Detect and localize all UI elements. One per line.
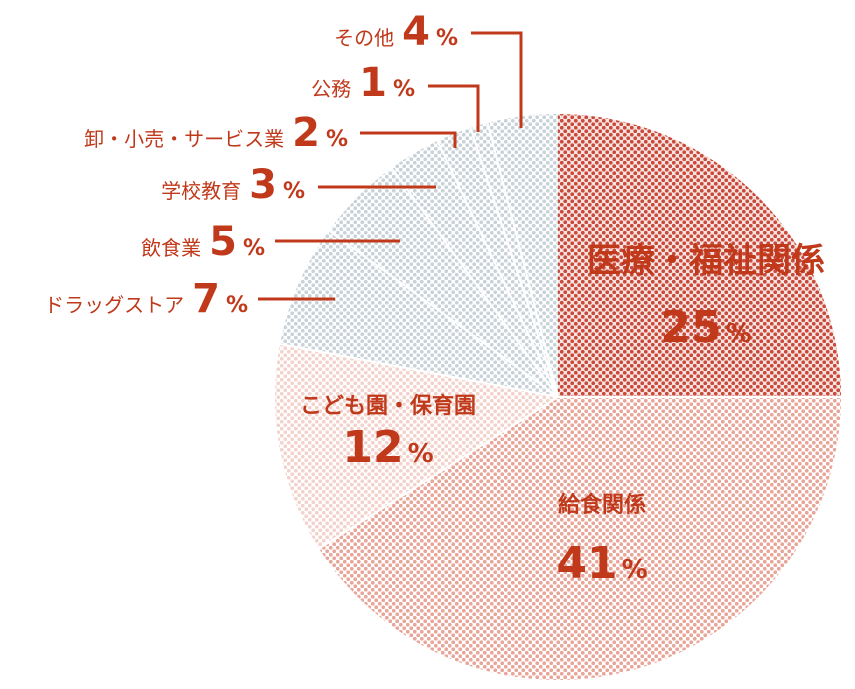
slice-label: 卸・小売・サービス業 2%: [84, 110, 348, 156]
pie-slices: [275, 114, 842, 680]
slice-separator: [318, 396, 559, 550]
slice-label-value: 41%: [556, 538, 647, 589]
slice-label: 公務 1%: [311, 60, 415, 106]
slice-label-name: 給食関係: [558, 492, 646, 518]
slice-label: 給食関係 41%: [556, 492, 647, 589]
slice-separator: [390, 167, 559, 398]
slice-label-name: 医療・福祉関係: [587, 241, 825, 281]
pie-slice: [280, 230, 558, 397]
slice-label-text: 卸・小売・サービス業 2%: [84, 110, 348, 156]
pie-slice: [329, 168, 558, 397]
pie-slice: [319, 397, 842, 680]
slice-label-value: 25%: [660, 302, 751, 353]
leader-line: [471, 31, 523, 128]
slice-separator: [486, 122, 559, 398]
slice-label-text: 飲食業 5%: [141, 219, 265, 265]
pie-slice: [558, 114, 841, 397]
slice-separator: [436, 140, 559, 398]
pie-slice: [437, 127, 558, 397]
slice-label-value: 12%: [342, 422, 433, 473]
slice-label-text: その他 4%: [334, 9, 458, 55]
pie-slice: [391, 140, 558, 397]
slice-label: こども園・保育園 12%: [300, 393, 476, 473]
slice-separator: [279, 342, 559, 398]
slice-label-text: 学校教育 3%: [161, 162, 305, 208]
slice-label: 学校教育 3%: [161, 162, 305, 208]
slice-separator: [469, 127, 559, 398]
leader-line: [360, 131, 457, 148]
slice-label: 医療・福祉関係 25%: [587, 241, 825, 353]
slice-label-name: こども園・保育園: [300, 393, 476, 419]
slice-label-text: 公務 1%: [311, 60, 415, 106]
slice-label-text: ドラッグストア 7%: [44, 276, 248, 322]
slice-labels: 医療・福祉関係 25 % 給食関係 41 % こども園・保育園 12 % ドラッグストア 7 % 飲食業…: [44, 9, 825, 589]
slice-label: その他 4%: [334, 9, 458, 55]
slice-separator: [328, 229, 559, 398]
leader-lines: [258, 31, 523, 301]
pie-slice: [275, 343, 558, 549]
slice-label: 飲食業 5%: [141, 219, 265, 265]
slice-label: ドラッグストア 7%: [44, 276, 248, 322]
leader-line: [428, 84, 480, 132]
